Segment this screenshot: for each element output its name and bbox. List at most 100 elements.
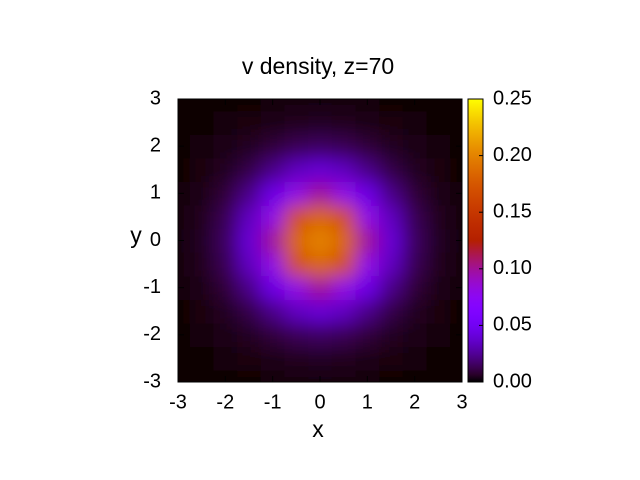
heatmap-cell (308, 110, 333, 135)
heatmap-cell (213, 99, 238, 112)
heatmap-cell (237, 110, 262, 135)
heatmap-cell (308, 299, 333, 324)
heatmap-cell (402, 323, 427, 348)
heatmap-cell (426, 157, 451, 183)
heatmap-cell (260, 181, 285, 206)
heatmap-cell (379, 323, 404, 348)
colorbar-tick-label: 0.05 (493, 314, 532, 336)
chart-title: v density, z=70 (242, 53, 394, 79)
heatmap-cell (402, 275, 427, 300)
heatmap-cell (237, 228, 262, 253)
heatmap-cell (308, 205, 333, 230)
heatmap-cell (189, 110, 214, 135)
y-axis-label: y (130, 222, 142, 248)
heatmap-cell (426, 275, 451, 300)
heatmap-cell (284, 252, 309, 277)
y-tick-label: -1 (143, 276, 161, 298)
heatmap-cell (237, 275, 262, 300)
heatmap-cell (379, 275, 404, 300)
x-tick-label: -3 (169, 391, 187, 413)
y-tick-label: -2 (143, 323, 161, 345)
heatmap-cell (260, 228, 285, 253)
heatmap-cell (237, 370, 262, 382)
heatmap-cell (237, 99, 262, 112)
heatmap-cell (402, 110, 427, 135)
x-tick-label: 0 (314, 391, 325, 413)
heatmap-cell (379, 346, 404, 371)
heatmap-cell (284, 323, 309, 348)
heatmap-cell (355, 346, 380, 371)
heatmap-cell (284, 110, 309, 135)
y-tick-label: -3 (143, 370, 161, 392)
heatmap-cell (355, 205, 380, 230)
heatmap-cell (331, 181, 356, 206)
heatmap-cell (237, 157, 262, 183)
heatmap-cell (284, 134, 309, 159)
heatmap-cell (402, 157, 427, 183)
heatmap-cell (189, 346, 214, 371)
heatmap-cell (189, 157, 214, 183)
heatmap-cell (379, 99, 404, 112)
heatmap-cell (237, 299, 262, 324)
heatmap-cell (308, 323, 333, 348)
heatmap-cell (308, 275, 333, 300)
heatmap-cell (379, 228, 404, 253)
heatmap-cell (284, 275, 309, 300)
heatmap-cell (426, 299, 451, 324)
heatmap-cell (355, 134, 380, 159)
heatmap-cell (284, 370, 309, 382)
heatmap-cell (178, 205, 191, 230)
heatmap-cell (450, 252, 462, 277)
heatmap-cell (450, 99, 462, 112)
heatmap-cell (379, 157, 404, 183)
heatmap-cell (355, 252, 380, 277)
heatmap-cell (189, 370, 214, 382)
heatmap-cell (284, 205, 309, 230)
heatmap-cell (426, 323, 451, 348)
heatmap-cell (402, 99, 427, 112)
heatmap-cell (379, 252, 404, 277)
heatmap-cell (213, 228, 238, 253)
heatmap-cell (189, 228, 214, 253)
heatmap-cell (355, 275, 380, 300)
y-tick-label: 3 (150, 87, 161, 109)
heatmap-cell (331, 370, 356, 382)
heatmap-cell (213, 346, 238, 371)
heatmap-cell (379, 181, 404, 206)
heatmap-cell (331, 228, 356, 253)
x-axis-label: x (312, 416, 324, 442)
colorbar-tick-label: 0.10 (493, 257, 532, 279)
colorbar-tick-label: 0.00 (493, 370, 532, 392)
heatmap-cell (379, 134, 404, 159)
heatmap-cell (178, 99, 191, 112)
heatmap-cell (450, 299, 462, 324)
x-tick-label: 1 (362, 391, 373, 413)
heatmap-cell (308, 346, 333, 371)
heatmap-cell (237, 181, 262, 206)
x-tick-label: 3 (456, 391, 467, 413)
heatmap-cell (213, 205, 238, 230)
heatmap-cell (426, 110, 451, 135)
heatmap-cell (178, 323, 191, 348)
heatmap-cell (331, 299, 356, 324)
heatmap-cell (260, 275, 285, 300)
colorbar-tick-label: 0.25 (493, 87, 532, 109)
heatmap-cell (331, 346, 356, 371)
colorbar (467, 98, 484, 383)
heatmap-cell (331, 157, 356, 183)
heatmap-cell (260, 134, 285, 159)
heatmap-cell (402, 205, 427, 230)
heatmap-cell (237, 252, 262, 277)
heatmap-cell (260, 299, 285, 324)
heatmap-cell (284, 157, 309, 183)
heatmap-cell (284, 228, 309, 253)
heatmap-cell (178, 252, 191, 277)
heatmap-cell (355, 323, 380, 348)
heatmap-cell (189, 275, 214, 300)
heatmap-cell (284, 299, 309, 324)
heatmap-cell (426, 228, 451, 253)
y-tick-label: 2 (150, 134, 161, 156)
heatmap-cell (450, 370, 462, 382)
heatmap-cell (426, 99, 451, 112)
